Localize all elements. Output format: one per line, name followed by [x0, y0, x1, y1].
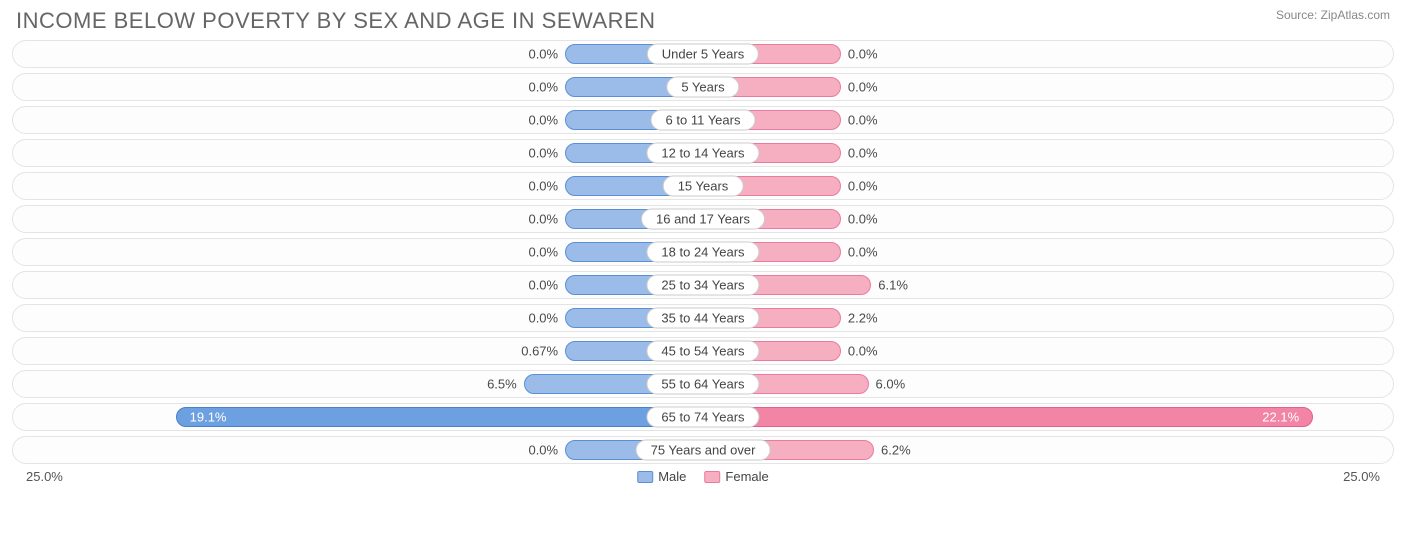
axis-row: 25.0% Male Female 25.0%	[12, 469, 1394, 493]
female-value-label: 0.0%	[848, 146, 878, 161]
legend-item-male: Male	[637, 469, 686, 484]
chart-row: 0.67% 0.0% 45 to 54 Years	[12, 337, 1394, 365]
category-label: 16 and 17 Years	[641, 209, 765, 230]
male-value-label: 0.0%	[528, 278, 558, 293]
female-value-label: 2.2%	[848, 311, 878, 326]
male-value-label: 0.0%	[528, 311, 558, 326]
chart-row: 6.5% 6.0% 55 to 64 Years	[12, 370, 1394, 398]
chart-title: INCOME BELOW POVERTY BY SEX AND AGE IN S…	[16, 8, 656, 34]
female-value-label: 0.0%	[848, 212, 878, 227]
male-value-label: 0.0%	[528, 80, 558, 95]
male-value-label: 0.0%	[528, 245, 558, 260]
male-value-label: 0.0%	[528, 113, 558, 128]
female-value-label: 0.0%	[848, 113, 878, 128]
female-value-label: 6.1%	[878, 278, 908, 293]
female-value-label: 0.0%	[848, 80, 878, 95]
female-value-label: 0.0%	[848, 245, 878, 260]
female-swatch-icon	[704, 471, 720, 483]
female-value-label: 0.0%	[848, 344, 878, 359]
female-value-label: 0.0%	[848, 179, 878, 194]
male-value-label: 0.0%	[528, 212, 558, 227]
chart-row: 0.0% 2.2% 35 to 44 Years	[12, 304, 1394, 332]
female-value-label: 22.1%	[1262, 410, 1299, 425]
chart-row: 0.0% 0.0% 18 to 24 Years	[12, 238, 1394, 266]
male-bar	[176, 407, 703, 427]
legend-item-female: Female	[704, 469, 768, 484]
female-bar	[703, 407, 1313, 427]
chart-row: 0.0% 0.0% 5 Years	[12, 73, 1394, 101]
chart-row: 0.0% 0.0% 12 to 14 Years	[12, 139, 1394, 167]
category-label: 75 Years and over	[636, 440, 771, 461]
male-value-label: 0.0%	[528, 47, 558, 62]
category-label: 15 Years	[663, 176, 744, 197]
chart-row: 0.0% 0.0% 6 to 11 Years	[12, 106, 1394, 134]
category-label: 45 to 54 Years	[646, 341, 759, 362]
male-value-label: 6.5%	[487, 377, 517, 392]
category-label: 5 Years	[666, 77, 739, 98]
female-value-label: 6.0%	[876, 377, 906, 392]
category-label: 35 to 44 Years	[646, 308, 759, 329]
category-label: 55 to 64 Years	[646, 374, 759, 395]
male-value-label: 0.0%	[528, 443, 558, 458]
category-label: 6 to 11 Years	[651, 110, 756, 131]
category-label: Under 5 Years	[647, 44, 759, 65]
chart-area: 0.0%0.0%Under 5 Years0.0%0.0%5 Years0.0%…	[0, 38, 1406, 493]
chart-row: 0.0% 6.2% 75 Years and over	[12, 436, 1394, 464]
category-label: 12 to 14 Years	[646, 143, 759, 164]
female-value-label: 6.2%	[881, 443, 911, 458]
male-value-label: 0.0%	[528, 146, 558, 161]
chart-source: Source: ZipAtlas.com	[1276, 8, 1390, 22]
male-swatch-icon	[637, 471, 653, 483]
chart-row: 19.1% 22.1% 65 to 74 Years	[12, 403, 1394, 431]
male-value-label: 0.67%	[521, 344, 558, 359]
legend-female-label: Female	[725, 469, 768, 484]
category-label: 25 to 34 Years	[646, 275, 759, 296]
legend-male-label: Male	[658, 469, 686, 484]
chart-header: INCOME BELOW POVERTY BY SEX AND AGE IN S…	[0, 0, 1406, 38]
axis-max-left: 25.0%	[26, 469, 63, 484]
chart-row: 0.0% 0.0% 16 and 17 Years	[12, 205, 1394, 233]
axis-max-right: 25.0%	[1343, 469, 1380, 484]
category-label: 65 to 74 Years	[646, 407, 759, 428]
chart-row: 0.0% 0.0% 15 Years	[12, 172, 1394, 200]
chart-row: 0.0% 0.0% Under 5 Years	[12, 40, 1394, 68]
chart-row: 0.0% 6.1% 25 to 34 Years	[12, 271, 1394, 299]
female-value-label: 0.0%	[848, 47, 878, 62]
legend: Male Female	[637, 469, 769, 484]
male-value-label: 19.1%	[190, 410, 227, 425]
category-label: 18 to 24 Years	[646, 242, 759, 263]
male-value-label: 0.0%	[528, 179, 558, 194]
